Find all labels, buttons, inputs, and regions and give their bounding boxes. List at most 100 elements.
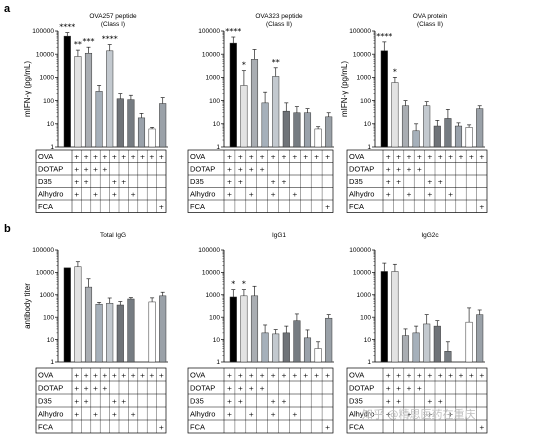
table-plus-mark: + bbox=[385, 191, 390, 199]
bar bbox=[229, 42, 237, 148]
y-tick-label: 100000 bbox=[32, 28, 54, 35]
table-plus-mark: + bbox=[417, 153, 422, 161]
bar bbox=[261, 102, 269, 148]
bar bbox=[250, 59, 259, 148]
table-plus-mark: + bbox=[227, 191, 232, 199]
bar bbox=[63, 35, 71, 148]
significance-marker: * bbox=[393, 67, 397, 76]
watermark-text: 知乎 @精思医药在重庆 bbox=[362, 407, 476, 421]
table-plus-mark: + bbox=[227, 410, 232, 418]
table-plus-mark: + bbox=[385, 397, 390, 405]
table-plus-mark: + bbox=[249, 410, 254, 418]
table-row-label: Alhydro bbox=[190, 409, 215, 418]
table-plus-mark: + bbox=[227, 178, 232, 186]
table-plus-mark: + bbox=[149, 153, 154, 161]
table-plus-mark: + bbox=[130, 191, 135, 199]
table-border bbox=[35, 149, 167, 213]
chart-subtitle: (Class II) bbox=[417, 21, 443, 28]
condition-table-4: OVA + + + + + + + + + + DOTAP + + + + D35 + + + + Alhydro + + + +… bbox=[35, 367, 167, 434]
table-plus-mark: + bbox=[227, 166, 232, 174]
y-tick-label: 10 bbox=[47, 121, 55, 128]
table-border bbox=[187, 367, 334, 434]
table-row-label: FCA bbox=[349, 202, 364, 211]
table-plus-mark: + bbox=[83, 153, 88, 161]
y-tick-label: 1 bbox=[50, 144, 54, 151]
table-row-label: FCA bbox=[38, 202, 53, 211]
table-plus-mark: + bbox=[83, 397, 88, 405]
y-tick-label: 10 bbox=[47, 337, 55, 344]
table-plus-mark: + bbox=[396, 178, 401, 186]
y-tick-label: 1000 bbox=[357, 292, 372, 299]
panel-label-b: b bbox=[4, 223, 11, 235]
table-plus-mark: + bbox=[102, 166, 107, 174]
table-plus-mark: + bbox=[93, 153, 98, 161]
table-plus-mark: + bbox=[469, 153, 474, 161]
table-plus-mark: + bbox=[385, 371, 390, 379]
table-plus-mark: + bbox=[479, 153, 484, 161]
table-plus-mark: + bbox=[249, 153, 254, 161]
bar bbox=[412, 332, 420, 363]
table-plus-mark: + bbox=[102, 384, 107, 392]
table-plus-mark: + bbox=[112, 410, 117, 418]
bar bbox=[272, 76, 280, 148]
table-row-label: OVA bbox=[190, 152, 205, 161]
chart-1: 1 10 100 1000 10000 100000 mIFN-γ (pg/mL) OVA25… bbox=[23, 13, 168, 151]
table-plus-mark: + bbox=[259, 371, 264, 379]
y-tick-label: 10000 bbox=[202, 51, 220, 58]
bar bbox=[454, 125, 463, 148]
bar bbox=[423, 105, 431, 148]
bar bbox=[476, 314, 484, 363]
table-row-label: Alhydro bbox=[190, 190, 215, 199]
table-plus-mark: + bbox=[159, 203, 164, 211]
table-plus-mark: + bbox=[238, 371, 243, 379]
table-plus-mark: + bbox=[93, 191, 98, 199]
table-row-label: FCA bbox=[190, 422, 205, 431]
table-row-label: Alhydro bbox=[349, 409, 374, 418]
table-plus-mark: + bbox=[238, 166, 243, 174]
table-plus-mark: + bbox=[74, 153, 79, 161]
table-plus-mark: + bbox=[427, 178, 432, 186]
tables-layer: OVA + + + + + + + + + + DOTAP + + + + D35 + + + + Alhydro + + + +… bbox=[35, 149, 488, 434]
table-plus-mark: + bbox=[427, 153, 432, 161]
table-plus-mark: + bbox=[83, 178, 88, 186]
y-axis-label: mIFN-γ (pg/mL) bbox=[23, 61, 32, 117]
table-plus-mark: + bbox=[281, 153, 286, 161]
y-tick-label: 1000 bbox=[206, 75, 221, 82]
bar bbox=[148, 128, 156, 148]
table-border bbox=[346, 149, 488, 213]
bar bbox=[433, 325, 441, 363]
y-tick-label: 100 bbox=[43, 314, 54, 321]
chart-title: OVA323 peptide bbox=[255, 13, 303, 20]
table-plus-mark: + bbox=[238, 397, 243, 405]
table-plus-mark: + bbox=[259, 384, 264, 392]
table-row-label: D35 bbox=[38, 177, 52, 186]
bar bbox=[465, 321, 473, 363]
table-plus-mark: + bbox=[303, 371, 308, 379]
table-plus-mark: + bbox=[281, 178, 286, 186]
table-plus-mark: + bbox=[74, 371, 79, 379]
table-row-label: FCA bbox=[190, 202, 205, 211]
y-tick-label: 1000 bbox=[206, 292, 221, 299]
table-plus-mark: + bbox=[112, 371, 117, 379]
bar bbox=[159, 295, 167, 363]
y-tick-label: 10000 bbox=[202, 270, 220, 277]
bar bbox=[106, 302, 114, 363]
bar bbox=[84, 52, 93, 148]
y-tick-label: 10000 bbox=[36, 51, 54, 58]
y-tick-label: 1 bbox=[216, 359, 220, 366]
y-tick-label: 100 bbox=[43, 98, 54, 105]
table-plus-mark: + bbox=[238, 384, 243, 392]
table-plus-mark: + bbox=[385, 166, 390, 174]
table-plus-mark: + bbox=[396, 153, 401, 161]
charts-layer: 1 10 100 1000 10000 100000 mIFN-γ (pg/mL) OVA25… bbox=[23, 13, 485, 366]
table-plus-mark: + bbox=[249, 166, 254, 174]
significance-marker: * bbox=[242, 280, 246, 289]
table-plus-mark: + bbox=[437, 153, 442, 161]
table-plus-mark: + bbox=[281, 397, 286, 405]
table-plus-mark: + bbox=[292, 371, 297, 379]
bar bbox=[314, 128, 322, 148]
table-plus-mark: + bbox=[437, 371, 442, 379]
bar bbox=[116, 304, 124, 363]
bar bbox=[282, 332, 290, 363]
y-tick-label: 1 bbox=[367, 359, 371, 366]
